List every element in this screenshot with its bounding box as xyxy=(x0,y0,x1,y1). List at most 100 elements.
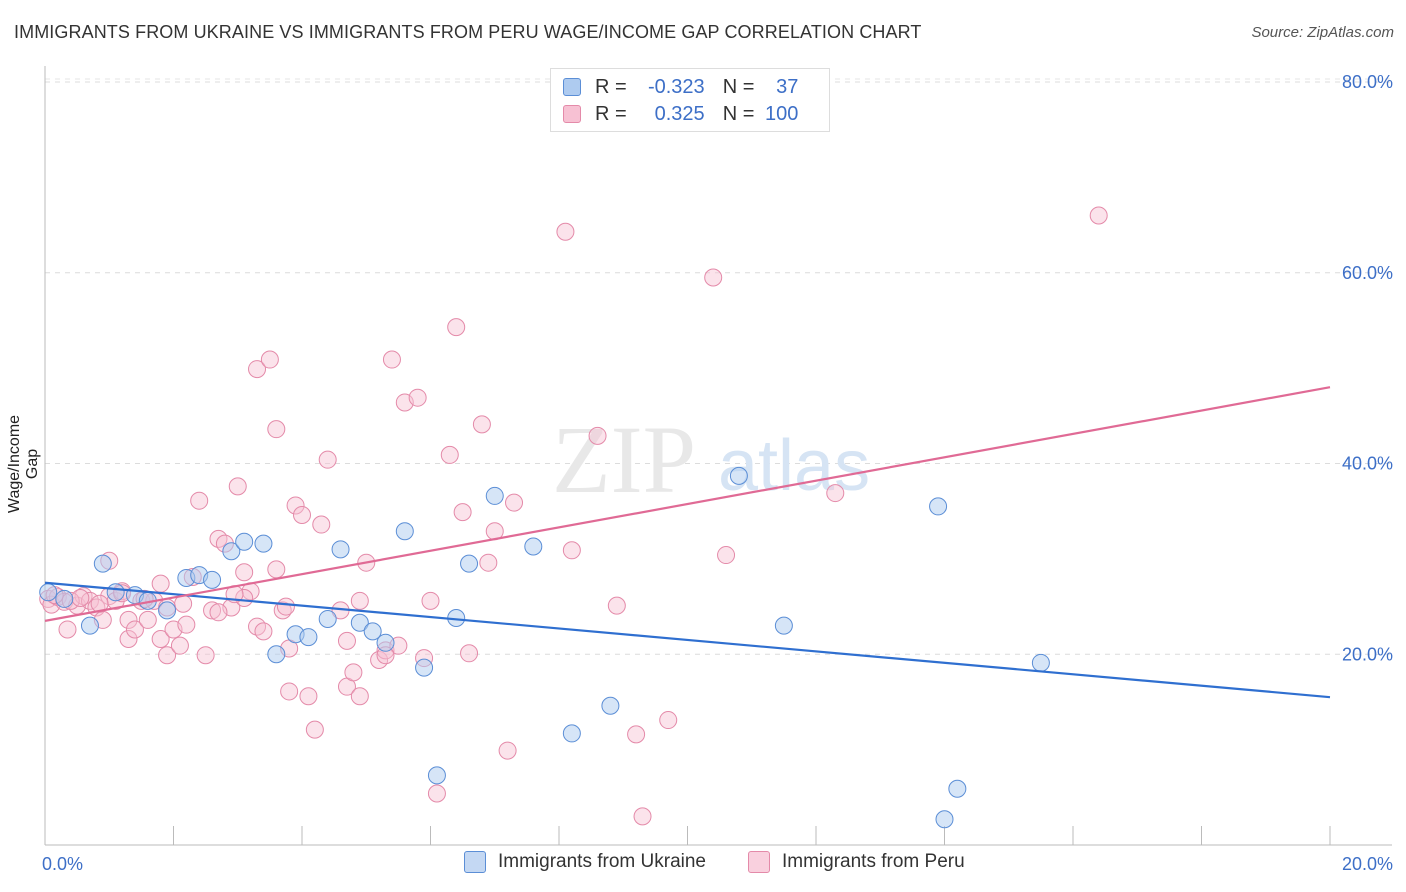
peru-point xyxy=(337,631,356,650)
x-tick-label: 20.0% xyxy=(1342,854,1393,874)
ukraine-point xyxy=(222,542,241,561)
ukraine-point xyxy=(350,613,369,632)
y-tick-label: 60.0% xyxy=(1342,263,1393,283)
trendline-peru xyxy=(44,386,1331,622)
peru-swatch xyxy=(563,105,581,123)
peru-point xyxy=(312,515,331,534)
peru-point xyxy=(627,725,646,744)
ukraine-point xyxy=(774,616,793,635)
ukraine-point xyxy=(929,497,948,516)
ukraine-legend-swatch xyxy=(464,851,486,873)
ukraine-legend-label: Immigrants from Ukraine xyxy=(498,851,706,872)
ukraine-point xyxy=(235,532,254,551)
peru-point xyxy=(196,646,215,665)
peru-point xyxy=(119,629,138,648)
ukraine-point xyxy=(203,570,222,589)
ukraine-point xyxy=(729,466,748,485)
ukraine-point xyxy=(415,658,434,677)
ukraine-point xyxy=(948,779,967,798)
peru-point xyxy=(90,594,109,613)
ukraine-point xyxy=(93,554,112,573)
peru-point xyxy=(370,650,389,669)
peru-point xyxy=(293,506,311,525)
peru-point xyxy=(158,646,177,665)
peru-point xyxy=(58,620,77,639)
ukraine-point xyxy=(376,633,395,652)
peru-point xyxy=(286,496,305,515)
ukraine-point xyxy=(601,696,620,715)
peru-point xyxy=(447,318,466,337)
peru-point xyxy=(280,682,299,701)
peru-point xyxy=(717,546,736,565)
peru-point xyxy=(633,807,652,826)
peru-point xyxy=(607,596,626,615)
peru-point xyxy=(299,687,318,706)
trendlines xyxy=(44,386,1331,699)
chart-title: IMMIGRANTS FROM UKRAINE VS IMMIGRANTS FR… xyxy=(14,22,922,42)
ukraine-point xyxy=(1031,653,1050,672)
peru-point xyxy=(1089,206,1108,225)
ukraine-point xyxy=(395,522,414,541)
ukraine-point xyxy=(363,622,382,641)
peru-point xyxy=(71,588,90,607)
peru-r-value: 0.325 xyxy=(654,102,705,125)
peru-point xyxy=(350,687,369,706)
legend-row-peru: R = 0.325 N = 100 xyxy=(563,100,798,128)
peru-point xyxy=(125,620,144,639)
peru-point xyxy=(408,388,427,407)
ukraine-r-value: -0.323 xyxy=(647,75,705,98)
peru-point xyxy=(440,445,459,464)
ukraine-point xyxy=(106,583,125,602)
peru-legend-label: Immigrants from Peru xyxy=(782,851,965,872)
trendline-ukraine xyxy=(44,581,1331,699)
peru-point xyxy=(562,541,581,560)
peru-point xyxy=(260,350,279,369)
series-ukraine-points xyxy=(39,466,1050,829)
peru-point xyxy=(170,636,189,655)
ukraine-swatch xyxy=(563,78,581,96)
r-label: R = xyxy=(595,75,627,98)
peru-point xyxy=(453,503,472,522)
ukraine-point xyxy=(55,589,74,608)
axes xyxy=(44,66,1392,846)
peru-point xyxy=(203,601,222,620)
peru-point xyxy=(276,597,295,616)
ukraine-point xyxy=(460,554,479,573)
peru-legend-swatch xyxy=(748,851,770,873)
peru-point xyxy=(350,591,369,610)
peru-point xyxy=(318,450,337,469)
x-tick-label: 0.0% xyxy=(42,854,83,874)
n-label: N = xyxy=(722,75,755,98)
peru-point xyxy=(704,268,723,287)
ukraine-point xyxy=(158,601,177,620)
peru-point xyxy=(235,563,254,582)
peru-point xyxy=(248,360,267,379)
y-tick-labels: 20.0% 40.0% 60.0% 80.0% xyxy=(1342,72,1393,664)
ukraine-point xyxy=(427,766,446,785)
ukraine-point xyxy=(524,537,543,556)
peru-point xyxy=(382,350,401,369)
peru-point xyxy=(151,574,170,593)
watermark: ZIP atlas xyxy=(552,406,870,513)
peru-point xyxy=(235,588,254,607)
peru-point xyxy=(460,644,479,663)
ukraine-point xyxy=(267,645,286,664)
peru-point xyxy=(151,629,170,648)
ukraine-point xyxy=(299,628,318,647)
peru-point xyxy=(479,553,498,572)
peru-point xyxy=(190,491,209,510)
ukraine-point xyxy=(318,609,337,628)
y-tick-label: 40.0% xyxy=(1342,454,1393,474)
watermark-atlas: atlas xyxy=(718,426,870,506)
ukraine-point xyxy=(935,810,954,829)
legend-item-peru: Immigrants from Peru xyxy=(748,851,965,873)
peru-point xyxy=(427,784,446,803)
ukraine-point xyxy=(80,616,99,635)
peru-point xyxy=(209,529,228,548)
peru-point xyxy=(472,415,491,434)
peru-point xyxy=(344,663,363,682)
watermark-zip: ZIP xyxy=(552,406,696,513)
peru-point xyxy=(119,610,138,629)
peru-point xyxy=(254,622,273,641)
